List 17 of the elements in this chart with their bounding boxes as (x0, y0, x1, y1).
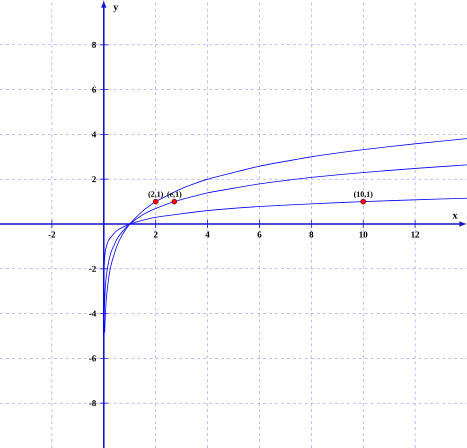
y-tick-label: -2 (89, 266, 96, 272)
y-tick-label: 4 (92, 131, 96, 138)
y-tick-label: 6 (92, 86, 96, 93)
y-axis-title: y (113, 6, 118, 12)
x-tick-label: -2 (48, 232, 56, 238)
x-tick-label: 6 (258, 232, 262, 238)
x-tick-label: 4 (205, 232, 210, 238)
x-tick-label: 12 (411, 232, 420, 238)
x-tick-label: 10 (359, 231, 368, 238)
x-axis-title: x (452, 214, 458, 218)
y-tick-label: -6 (89, 355, 96, 362)
x-tick-label: 8 (309, 231, 314, 238)
y-tick-label: 2 (92, 176, 96, 182)
y-tick-label: -4 (89, 310, 96, 317)
y-tick-label: 8 (92, 42, 96, 48)
y-tick-label: -8 (89, 400, 96, 406)
x-tick-label: 2 (154, 232, 158, 238)
